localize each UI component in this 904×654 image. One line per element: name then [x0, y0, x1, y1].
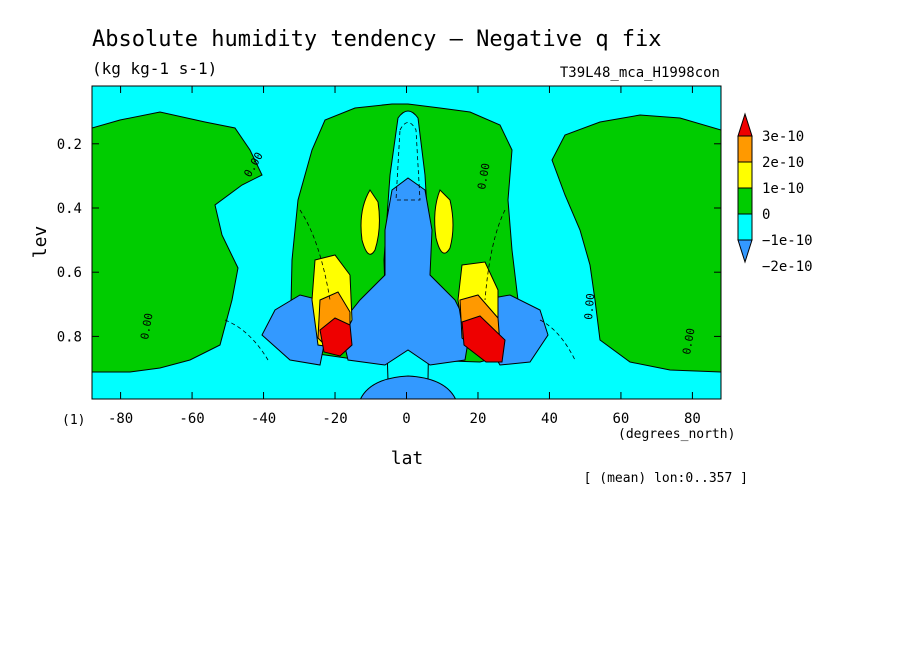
- dashed-contours: [224, 122, 576, 361]
- contour-region-red-left: [319, 317, 353, 357]
- x-tick-label: -60: [179, 411, 204, 427]
- x-tick-label: -40: [251, 411, 276, 427]
- colorbar-swatch: [737, 161, 753, 189]
- contour-region-lens-left: [360, 189, 380, 255]
- colorbar-label: 2e-10: [762, 155, 804, 171]
- colorbar-swatch: [737, 213, 753, 241]
- contour-label: 0.00: [680, 327, 697, 355]
- colorbar-arrow-top: [737, 112, 753, 137]
- x-tick-label: 0: [402, 411, 410, 427]
- colorbar: 3e-10 2e-10 1e-10 0 −1e-10 −2e-10: [737, 112, 813, 275]
- x-tick-label: -20: [322, 411, 347, 427]
- x-tick-label: 80: [684, 411, 701, 427]
- colorbar-label: 1e-10: [762, 181, 804, 197]
- colorbar-swatch: [737, 135, 753, 163]
- contour-label: 0.00: [138, 312, 155, 340]
- contour-region-lens-right: [434, 189, 454, 254]
- colorbar-label: −1e-10: [762, 233, 813, 249]
- colorbar-label: 3e-10: [762, 129, 804, 145]
- x-tick-label: 40: [541, 411, 558, 427]
- colorbar-label: −2e-10: [762, 259, 813, 275]
- chart-title: Absolute humidity tendency — Negative q …: [92, 27, 662, 52]
- contour-region-red-right: [461, 315, 506, 363]
- page-number: (1): [62, 413, 85, 428]
- colorbar-label: 0: [762, 207, 770, 223]
- colorbar-swatch: [737, 187, 753, 215]
- x-tick-label: 60: [613, 411, 630, 427]
- contour-region-north-green: [551, 114, 721, 373]
- footer-note: [ (mean) lon:0..357 ]: [584, 471, 748, 486]
- x-tick-label: 20: [470, 411, 487, 427]
- x-axis: -80 -60 -40 -20 0 20 40 60 80: [108, 86, 701, 427]
- contour-region-surface-blue: [359, 375, 457, 399]
- x-tick-label: -80: [108, 411, 133, 427]
- chart-units: (kg kg-1 s-1): [92, 59, 217, 78]
- y-tick-label: 0.6: [57, 265, 82, 281]
- y-axis-label: lev: [30, 226, 51, 259]
- run-label: T39L48_mca_H1998con: [560, 65, 720, 81]
- y-axis: 0.2 0.4 0.6 0.8: [57, 137, 721, 345]
- contour-plot: 0.00 0.00 0.00 0.00 0.00: [91, 85, 722, 400]
- x-axis-units: (degrees_north): [618, 427, 735, 442]
- contour-region-central-blue: [339, 177, 471, 366]
- x-axis-label: lat: [391, 448, 424, 469]
- contour-label: 0.00: [475, 162, 492, 190]
- y-tick-label: 0.4: [57, 201, 82, 217]
- y-tick-label: 0.2: [57, 137, 82, 153]
- contour-label: 0.00: [582, 293, 597, 321]
- y-tick-label: 0.8: [57, 329, 82, 345]
- colorbar-arrow-bottom: [737, 239, 753, 264]
- contour-region-south-green: [92, 111, 263, 373]
